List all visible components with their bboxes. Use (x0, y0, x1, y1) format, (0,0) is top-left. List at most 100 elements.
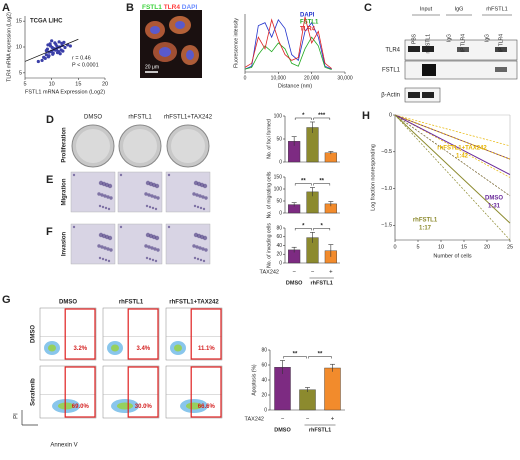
column-label: rhFSTL1+TAX242 (164, 115, 213, 121)
y-axis-label: PI (14, 413, 20, 419)
legend-label: DAPI (300, 13, 315, 19)
cell-image (165, 223, 211, 265)
treatment-sign: + (331, 417, 335, 423)
y-tick-label: 40 (261, 377, 267, 383)
profile-line (244, 16, 332, 69)
estimate-label: 1:42 (456, 154, 469, 160)
annotation: r = 0.46 (72, 55, 91, 61)
cell-cloud-core (111, 344, 119, 352)
y-tick-label: 0 (389, 112, 392, 118)
y-tick-label: 0 (279, 260, 282, 266)
x-tick-label: 25 (507, 244, 513, 250)
gate (127, 366, 159, 418)
y-tick-label: 100 (274, 186, 283, 192)
significance-label: *** (318, 113, 326, 119)
cell-spot (167, 225, 171, 229)
western-blot (404, 14, 518, 103)
column-label: rhFSTL1+TAX242 (169, 300, 219, 306)
y-tick-label: 50 (276, 136, 282, 142)
point (61, 49, 65, 53)
significance-bracket (313, 117, 331, 120)
cell-spot (98, 256, 102, 260)
group-label: DMSO (274, 427, 291, 433)
series-label: rhFSTL1 (413, 218, 438, 224)
cell-spot (107, 259, 111, 263)
percent-label: 3.2% (73, 346, 87, 352)
y-axis-label: No. of invading cells (266, 223, 272, 268)
cell-spot (153, 195, 157, 199)
column-label: rhFSTL1 (119, 300, 144, 306)
point (63, 45, 67, 50)
y-axis-label: Apoptosis (%) (251, 364, 257, 395)
x-axis-label: FSTL1 mRNA Expression (Log2) (25, 89, 105, 95)
group-label: IgG (455, 6, 464, 12)
title-part: FSTL1 (142, 4, 162, 11)
cell-spot (151, 206, 155, 210)
point (55, 51, 60, 55)
cell-spot (101, 205, 105, 209)
y-tick-label: 0 (279, 210, 282, 216)
significance-label: * (302, 113, 305, 119)
gate (64, 308, 96, 360)
significance-bracket (294, 117, 312, 120)
cell-spot (192, 192, 196, 196)
x-tick-label: 15 (75, 81, 81, 87)
row-label: Invasion (62, 231, 68, 256)
panel-letter: F (46, 226, 53, 238)
cell-image (70, 223, 116, 265)
panel-letter: C (364, 2, 372, 14)
gate (190, 308, 222, 360)
cell-cloud-core (48, 344, 56, 352)
cell-spot (204, 196, 208, 200)
column-label: DMSO (84, 115, 102, 121)
annotation: P < 0.0001 (72, 62, 99, 68)
point (60, 41, 64, 45)
gate (190, 366, 222, 418)
x-axis-label: Number of cells (433, 253, 471, 259)
cell-spot (106, 195, 110, 199)
cell-spot (150, 246, 154, 250)
cell-spot (192, 244, 196, 248)
estimate-label: 1:17 (419, 226, 432, 232)
percent-label: 11.1% (198, 346, 215, 352)
cell-spot (199, 206, 203, 210)
y-tick-label: −1.5 (381, 223, 392, 229)
legend-label: TLR4 (300, 27, 316, 33)
ci-line (394, 114, 511, 160)
y-tick-label: 80 (261, 347, 267, 353)
cell-spot (104, 206, 108, 210)
ci-line (394, 114, 511, 241)
dish-inner (123, 129, 157, 163)
y-axis-label: Log fraction nonresponding (370, 144, 376, 211)
y-tick-label: 15 (16, 19, 22, 25)
cell-spot (193, 232, 199, 238)
panel-letter: H (362, 110, 370, 122)
percent-label: 69.0% (72, 404, 90, 410)
legend-label: FSTL1 (300, 20, 319, 26)
lane-label: IgG (446, 34, 452, 42)
cell-spot (98, 232, 104, 238)
cell-spot (104, 258, 108, 262)
significance-bracket (294, 228, 312, 231)
group-label: Input (420, 6, 433, 12)
lane-label: IP TLR4 (498, 34, 504, 52)
panel-letter: B (126, 2, 134, 14)
column-label: DMSO (59, 300, 77, 306)
x-axis-label: Annexin V (50, 443, 77, 449)
significance-bracket (283, 356, 307, 359)
cell-cloud-core (117, 402, 133, 410)
cell-spot (196, 257, 200, 261)
point (51, 52, 55, 56)
percent-label: 66.6% (198, 404, 216, 410)
cell-spot (148, 205, 152, 209)
axis-arrows (21, 410, 38, 426)
cell-spot (147, 193, 151, 197)
gate (64, 366, 96, 418)
point (53, 41, 57, 45)
cell-spot (193, 204, 197, 208)
cell-spot (153, 247, 157, 251)
y-axis-label: No. of migrating cells (266, 171, 272, 218)
lane-label: IP TLR4 (460, 34, 466, 52)
group-label: rhFSTL1 (486, 6, 507, 12)
